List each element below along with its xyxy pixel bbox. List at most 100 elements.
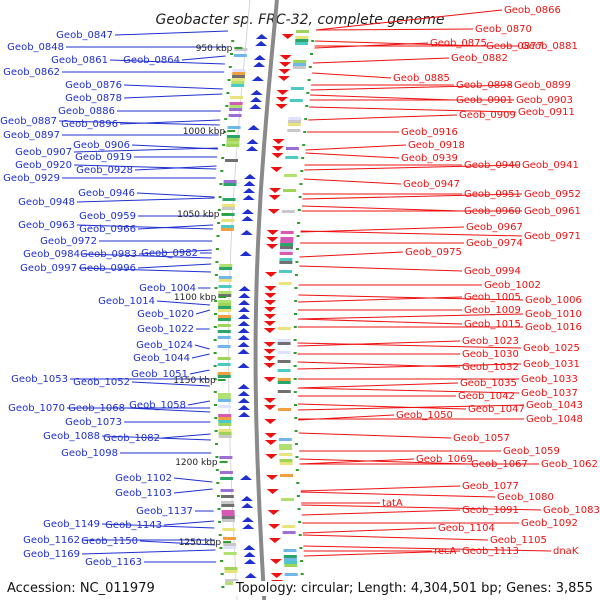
- feature-block: [222, 198, 236, 201]
- right-gene-label: Geob_1057: [453, 433, 510, 444]
- feature-block: [232, 72, 246, 75]
- marker-left: [213, 391, 217, 393]
- right-gene-label: Geob_1062: [541, 459, 598, 470]
- right-leader-line: [301, 509, 461, 516]
- feature-block: [279, 261, 293, 264]
- reverse-gene-arrow: [272, 146, 285, 151]
- left-gene-label: Geob_0946: [78, 188, 135, 199]
- left-gene-label: Geob_0847: [56, 30, 113, 41]
- marker-right: [310, 53, 313, 55]
- reverse-gene-arrow: [267, 209, 280, 214]
- feature-block: [281, 210, 295, 213]
- left-gene-label: Geob_1044: [133, 353, 190, 364]
- right-leader-line: [316, 28, 474, 31]
- left-leader-line: [123, 84, 223, 90]
- left-gene-label: Geob_0907: [15, 147, 72, 158]
- marker-left: [231, 40, 235, 42]
- left-gene-label: Geob_1070: [8, 403, 65, 414]
- right-gene-label: Geob_1035: [460, 378, 517, 389]
- feature-block: [279, 459, 293, 462]
- left-gene-label: Geob_0982: [141, 248, 198, 259]
- feature-block: [296, 30, 310, 33]
- left-gene-label: Geob_1004: [139, 283, 196, 294]
- reverse-gene-arrow: [264, 272, 277, 277]
- left-leader-line: [101, 435, 211, 441]
- left-gene-label: Geob_1103: [115, 488, 172, 499]
- left-gene-label: Geob_0983: [80, 249, 137, 260]
- marker-right: [294, 313, 297, 315]
- reverse-gene-arrow: [263, 321, 276, 326]
- right-gene-label: Geob_1010: [525, 309, 582, 320]
- right-gene-label: Geob_0899: [514, 80, 571, 91]
- forward-gene-arrow: [240, 230, 253, 235]
- feature-block: [281, 498, 294, 501]
- feature-block: [283, 558, 297, 561]
- right-gene-label: Geob_1080: [497, 492, 554, 503]
- reverse-gene-arrow: [279, 62, 292, 67]
- left-leader-line: [195, 309, 211, 315]
- reverse-gene-arrow: [272, 139, 285, 144]
- left-leader-line: [189, 369, 210, 375]
- feature-block: [295, 39, 309, 42]
- feature-block: [217, 330, 231, 333]
- right-gene-label: Geob_1043: [526, 400, 583, 411]
- feature-block: [285, 147, 299, 150]
- forward-gene-arrow: [243, 174, 256, 179]
- left-leader-line: [101, 523, 215, 529]
- right-leader-line: [299, 265, 463, 272]
- feature-block: [221, 513, 235, 516]
- right-gene-label: Geob_0971: [524, 231, 581, 242]
- right-gene-label: Geob_1033: [521, 374, 578, 385]
- marker-left: [218, 534, 222, 536]
- feature-block: [220, 495, 234, 498]
- feature-block: [277, 327, 291, 330]
- right-gene-label: Geob_0916: [401, 127, 458, 138]
- left-gene-label: Geob_1052: [73, 377, 130, 388]
- left-leader-line: [173, 477, 213, 483]
- feature-block: [231, 84, 245, 87]
- right-gene-label: recA: [434, 546, 457, 557]
- left-gene-label: Geob_0906: [73, 140, 130, 151]
- marker-right: [297, 209, 301, 211]
- left-gene-label: Geob_1068: [68, 403, 125, 414]
- forward-gene-arrow: [246, 139, 259, 144]
- forward-gene-arrow: [237, 349, 250, 354]
- feature-block: [222, 537, 236, 540]
- right-leader-line: [309, 106, 517, 113]
- marker-right: [294, 287, 298, 289]
- marker-left: [224, 118, 228, 120]
- feature-block: [218, 309, 231, 312]
- feature-block: [225, 582, 239, 585]
- marker-left: [213, 326, 217, 328]
- left-leader-line: [73, 147, 218, 153]
- feature-block: [289, 99, 303, 102]
- right-leader-line: [300, 491, 496, 498]
- left-gene-label: Geob_1143: [105, 520, 162, 531]
- feature-block: [218, 414, 232, 417]
- left-leader-line: [194, 344, 210, 350]
- marker-left: [214, 430, 218, 432]
- feature-block: [217, 393, 231, 396]
- feature-block: [217, 375, 231, 378]
- kbp-tick-label: 1150 kbp: [173, 376, 216, 386]
- kbp-tick-label: 950 kbp: [196, 44, 233, 54]
- left-leader-line: [131, 381, 210, 387]
- reverse-gene-arrow: [277, 76, 290, 81]
- feature-block: [280, 231, 294, 234]
- forward-gene-arrow: [243, 545, 256, 550]
- marker-right: [294, 417, 298, 419]
- feature-block: [219, 267, 233, 270]
- feature-block: [229, 105, 243, 108]
- left-gene-label: Geob_0897: [3, 130, 60, 141]
- marker-left: [215, 469, 219, 471]
- genome-summary: Topology: circular; Length: 4,304,501 bp…: [232, 581, 596, 596]
- reverse-gene-arrow: [263, 314, 276, 319]
- marker-right: [293, 326, 297, 328]
- marker-left: [214, 404, 217, 406]
- reverse-gene-arrow: [264, 300, 277, 305]
- reverse-gene-arrow: [263, 356, 276, 361]
- feature-block: [288, 120, 302, 123]
- right-gene-label: Geob_1005: [464, 292, 521, 303]
- right-leader-line: [303, 178, 402, 185]
- right-gene-label: Geob_0901: [456, 95, 513, 106]
